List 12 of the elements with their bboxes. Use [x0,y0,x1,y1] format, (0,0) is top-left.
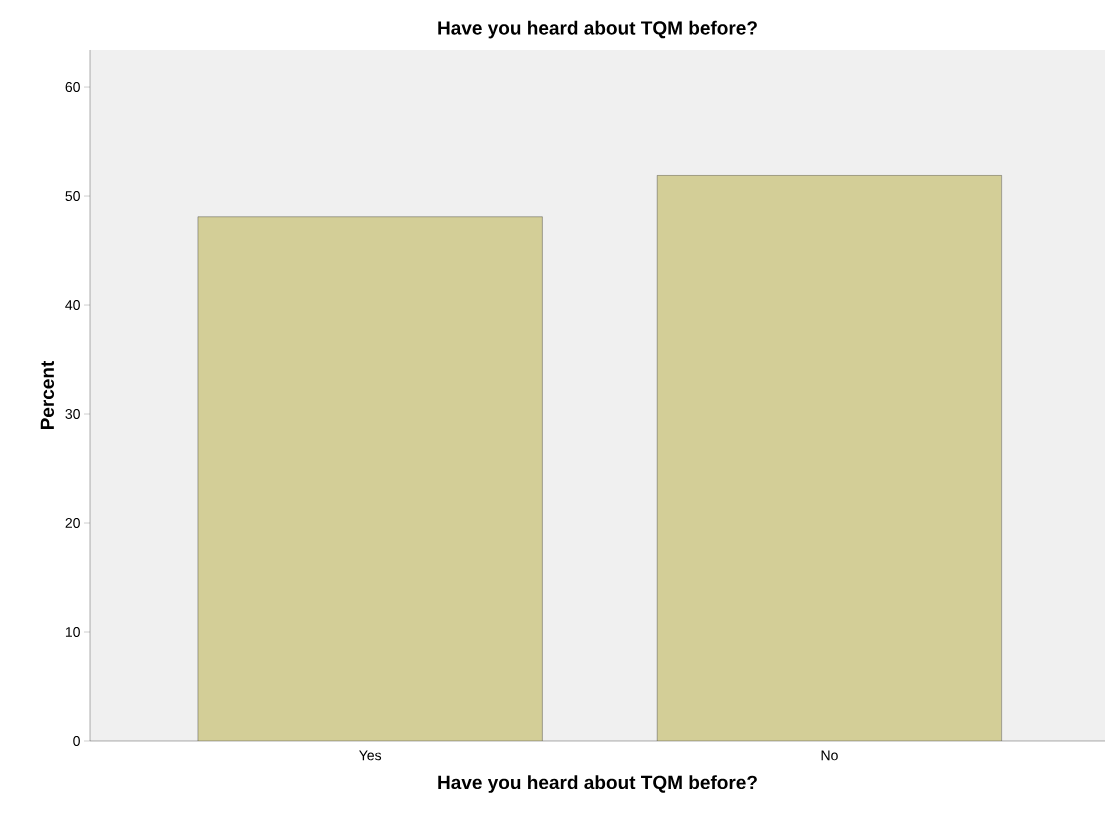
x-axis-title: Have you heard about TQM before? [438,775,757,793]
y-axis-title: Percent [40,360,55,430]
y-tick-label: 30 [65,409,80,419]
y-tick-label: 40 [65,300,80,310]
y-tick-label: 60 [65,82,80,93]
x-tick-label: No [821,750,838,761]
x-tick-label: Yes [359,750,382,761]
y-tick-label: 50 [65,191,80,201]
y-tick-label: 0 [73,736,80,746]
y-tick-label: 10 [65,627,80,637]
y-tick-label: 20 [65,518,80,528]
chart-title: Have you heard about TQM before? [438,20,757,39]
